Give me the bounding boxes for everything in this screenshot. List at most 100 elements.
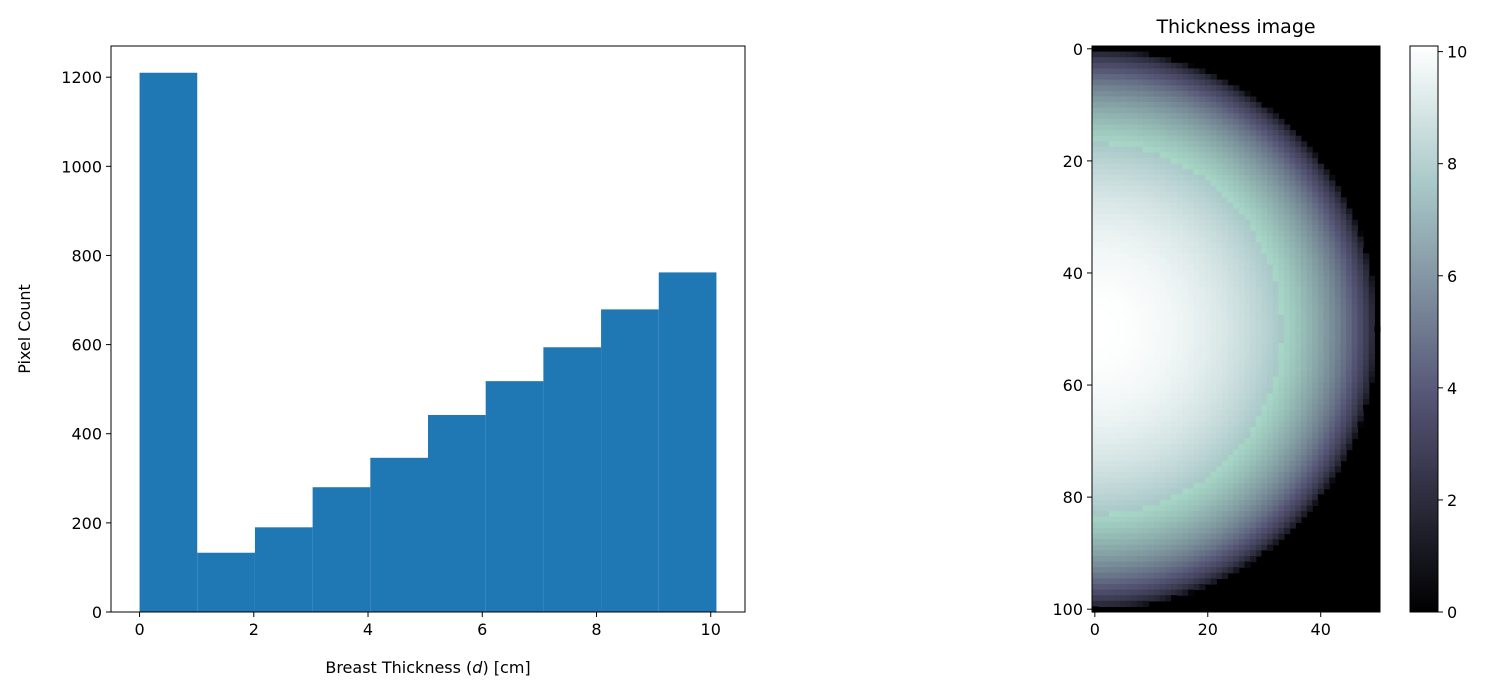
image-pixel [1306, 236, 1313, 243]
image-pixel [1137, 550, 1144, 557]
image-pixel [1306, 432, 1313, 439]
image-pixel [1289, 230, 1296, 238]
image-pixel [1368, 331, 1375, 339]
image-pixel [1176, 460, 1183, 467]
image-pixel [1188, 303, 1195, 310]
image-pixel [1120, 600, 1127, 607]
image-pixel [1261, 432, 1268, 439]
image-pixel [1131, 247, 1138, 254]
image-pixel [1272, 118, 1279, 126]
image-pixel [1137, 275, 1144, 282]
image-pixel [1204, 449, 1212, 456]
image-pixel [1148, 555, 1155, 563]
image-pixel [1221, 230, 1229, 238]
image-pixel [1210, 359, 1217, 367]
image-pixel [1103, 337, 1110, 344]
image-pixel [1284, 180, 1291, 187]
image-pixel [1250, 270, 1257, 277]
image-pixel [1244, 443, 1251, 451]
image-pixel [1204, 169, 1212, 176]
image-pixel [1154, 247, 1161, 254]
image-pixel [1340, 354, 1347, 361]
image-pixel [1171, 90, 1178, 98]
image-pixel [1295, 466, 1302, 473]
image-pixel [1334, 275, 1342, 282]
image-pixel [1199, 365, 1206, 372]
image-pixel [1148, 242, 1155, 249]
image-pixel [1233, 544, 1240, 551]
image-pixel [1092, 225, 1099, 232]
image-pixel [1165, 455, 1172, 462]
image-pixel [1120, 113, 1127, 120]
image-pixel [1244, 533, 1251, 540]
image-pixel [1272, 180, 1279, 187]
image-pixel [1210, 505, 1217, 512]
image-pixel [1204, 197, 1212, 204]
image-pixel [1154, 141, 1161, 148]
image-pixel [1176, 158, 1183, 165]
image-pixel [1142, 298, 1150, 305]
image-pixel [1340, 303, 1347, 310]
image-pixel [1131, 583, 1138, 591]
image-pixel [1120, 561, 1127, 568]
image-pixel [1165, 68, 1172, 75]
image-pixel [1250, 118, 1257, 126]
image-pixel [1351, 371, 1359, 378]
image-pixel [1114, 51, 1121, 58]
image-pixel [1103, 68, 1110, 75]
image-pixel [1092, 466, 1099, 473]
image-pixel [1103, 443, 1110, 451]
image-pixel [1340, 236, 1347, 243]
image-pixel [1176, 90, 1183, 98]
image-pixel [1306, 303, 1313, 310]
image-pixel [1108, 208, 1116, 215]
image-pixel [1227, 197, 1234, 204]
image-pixel [1120, 208, 1127, 215]
image-pixel [1092, 51, 1099, 58]
image-pixel [1221, 399, 1229, 406]
image-pixel [1188, 242, 1195, 249]
image-pixel [1346, 326, 1353, 333]
image-pixel [1267, 320, 1274, 327]
image-pixel [1306, 214, 1313, 221]
image-pixel [1267, 186, 1274, 193]
image-pixel [1323, 219, 1330, 226]
image-pixel [1114, 348, 1121, 355]
image-pixel [1114, 264, 1121, 271]
image-pixel [1108, 533, 1116, 540]
image-pixel [1204, 477, 1212, 484]
image-pixel [1176, 202, 1183, 210]
image-pixel [1250, 275, 1257, 282]
image-pixel [1137, 505, 1144, 512]
image-pixel [1221, 208, 1229, 215]
image-pixel [1142, 158, 1150, 165]
image-pixel [1182, 533, 1189, 540]
image-pixel [1159, 326, 1167, 333]
image-pixel [1131, 343, 1138, 350]
image-pixel [1210, 202, 1217, 210]
image-pixel [1092, 544, 1099, 551]
image-pixel [1340, 432, 1347, 439]
image-pixel [1154, 555, 1161, 563]
image-pixel [1295, 438, 1302, 445]
image-pixel [1317, 488, 1325, 495]
image-pixel [1346, 286, 1353, 294]
image-pixel [1188, 214, 1195, 221]
image-pixel [1323, 387, 1330, 395]
image-pixel [1317, 314, 1325, 322]
image-pixel [1289, 320, 1296, 327]
image-pixel [1250, 326, 1257, 333]
image-pixel [1334, 337, 1342, 344]
image-pixel [1289, 270, 1296, 277]
image-pixel [1329, 242, 1336, 249]
image-pixel [1244, 522, 1251, 529]
image-pixel [1159, 264, 1167, 271]
image-pixel [1267, 354, 1274, 361]
image-pixel [1176, 499, 1183, 507]
image-pixel [1182, 275, 1189, 282]
image-pixel [1103, 399, 1110, 406]
image-pixel [1323, 298, 1330, 305]
image-pixel [1250, 415, 1257, 423]
image-pixel [1216, 124, 1223, 131]
